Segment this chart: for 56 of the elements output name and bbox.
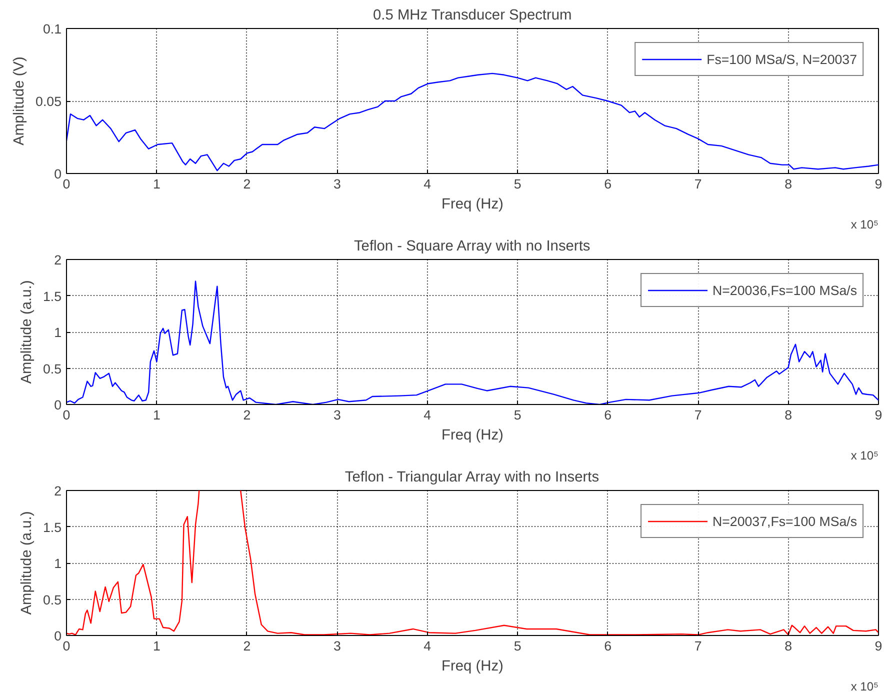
x-tick-label: 1 [153, 176, 160, 192]
x-tick-label: 4 [424, 638, 432, 654]
x-tick-label: 8 [784, 176, 792, 192]
y-tick-label: 0 [54, 398, 62, 412]
y-tick-label: 0.5 [42, 361, 62, 376]
y-tick-label: 1 [54, 556, 62, 571]
x-tick-label: 3 [333, 638, 341, 654]
y-tick-label: 1 [54, 325, 62, 340]
text: x 10⁵ [850, 680, 879, 694]
y-tick-label: 0.1 [42, 22, 62, 36]
legend-label: N=20037,Fs=100 MSa/s [712, 514, 857, 528]
x-tick-label: 4 [424, 408, 432, 422]
text: x 10⁵ [850, 218, 879, 232]
x-tick-label: 9 [874, 176, 882, 192]
x-axis-title: Freq (Hz) [442, 196, 504, 212]
x-tick-label: 9 [874, 638, 882, 654]
line-series [66, 72, 878, 172]
x-tick-label: 5 [514, 408, 522, 422]
chart-title: Teflon - Square Array with no Inserts [354, 238, 590, 254]
y-tick-label: 1.5 [42, 520, 62, 535]
x-tick-label: 9 [874, 408, 882, 422]
chart-title: 0.5 MHz Transducer Spectrum [372, 8, 572, 24]
x-tick-label: 5 [514, 176, 522, 192]
y-axis-title: Amplitude (V) [12, 56, 28, 146]
y-tick-label: 0 [54, 628, 62, 644]
chart-title: Teflon - Triangular Array with no Inserts [344, 470, 600, 486]
x-tick-label: 3 [333, 176, 341, 192]
x-tick-label: 6 [604, 176, 612, 192]
x-tick-label: 8 [784, 408, 792, 422]
legend-label: N=20036,Fs=100 MSa/s [712, 282, 857, 298]
legend-label: Fs=100 MSa/S, N=20037 [706, 52, 857, 66]
x-tick-label: 7 [694, 176, 702, 192]
y-tick-label: 2 [54, 484, 62, 498]
y-tick-label: 2 [54, 252, 62, 268]
text: x 10⁵ [850, 448, 879, 462]
y-tick-label: 1.5 [42, 288, 62, 304]
x-tick-label: 3 [333, 408, 341, 422]
x-tick-label: 1 [153, 638, 160, 654]
x-tick-label: 5 [514, 638, 522, 654]
x-tick-label: 4 [424, 176, 432, 192]
x-tick-label: 7 [694, 408, 702, 422]
x-tick-label: 6 [604, 408, 612, 422]
x-tick-label: 1 [153, 408, 160, 422]
x-tick-label: 2 [243, 638, 251, 654]
x-tick-label: 7 [694, 638, 702, 654]
x-axis-title: Freq (Hz) [442, 428, 504, 444]
x-tick-label: 2 [243, 408, 251, 422]
y-axis-title: Amplitude (a.u.) [18, 511, 35, 615]
y-tick-label: 0.05 [36, 94, 62, 109]
x-tick-label: 6 [604, 638, 612, 654]
x-axis-title: Freq (Hz) [442, 658, 504, 674]
y-tick-label: 0.5 [42, 592, 62, 608]
x-tick-label: 2 [243, 176, 251, 192]
y-axis-title: Amplitude (a.u.) [18, 280, 35, 384]
y-tick-label: 0 [54, 166, 62, 182]
x-tick-label: 8 [784, 638, 792, 654]
